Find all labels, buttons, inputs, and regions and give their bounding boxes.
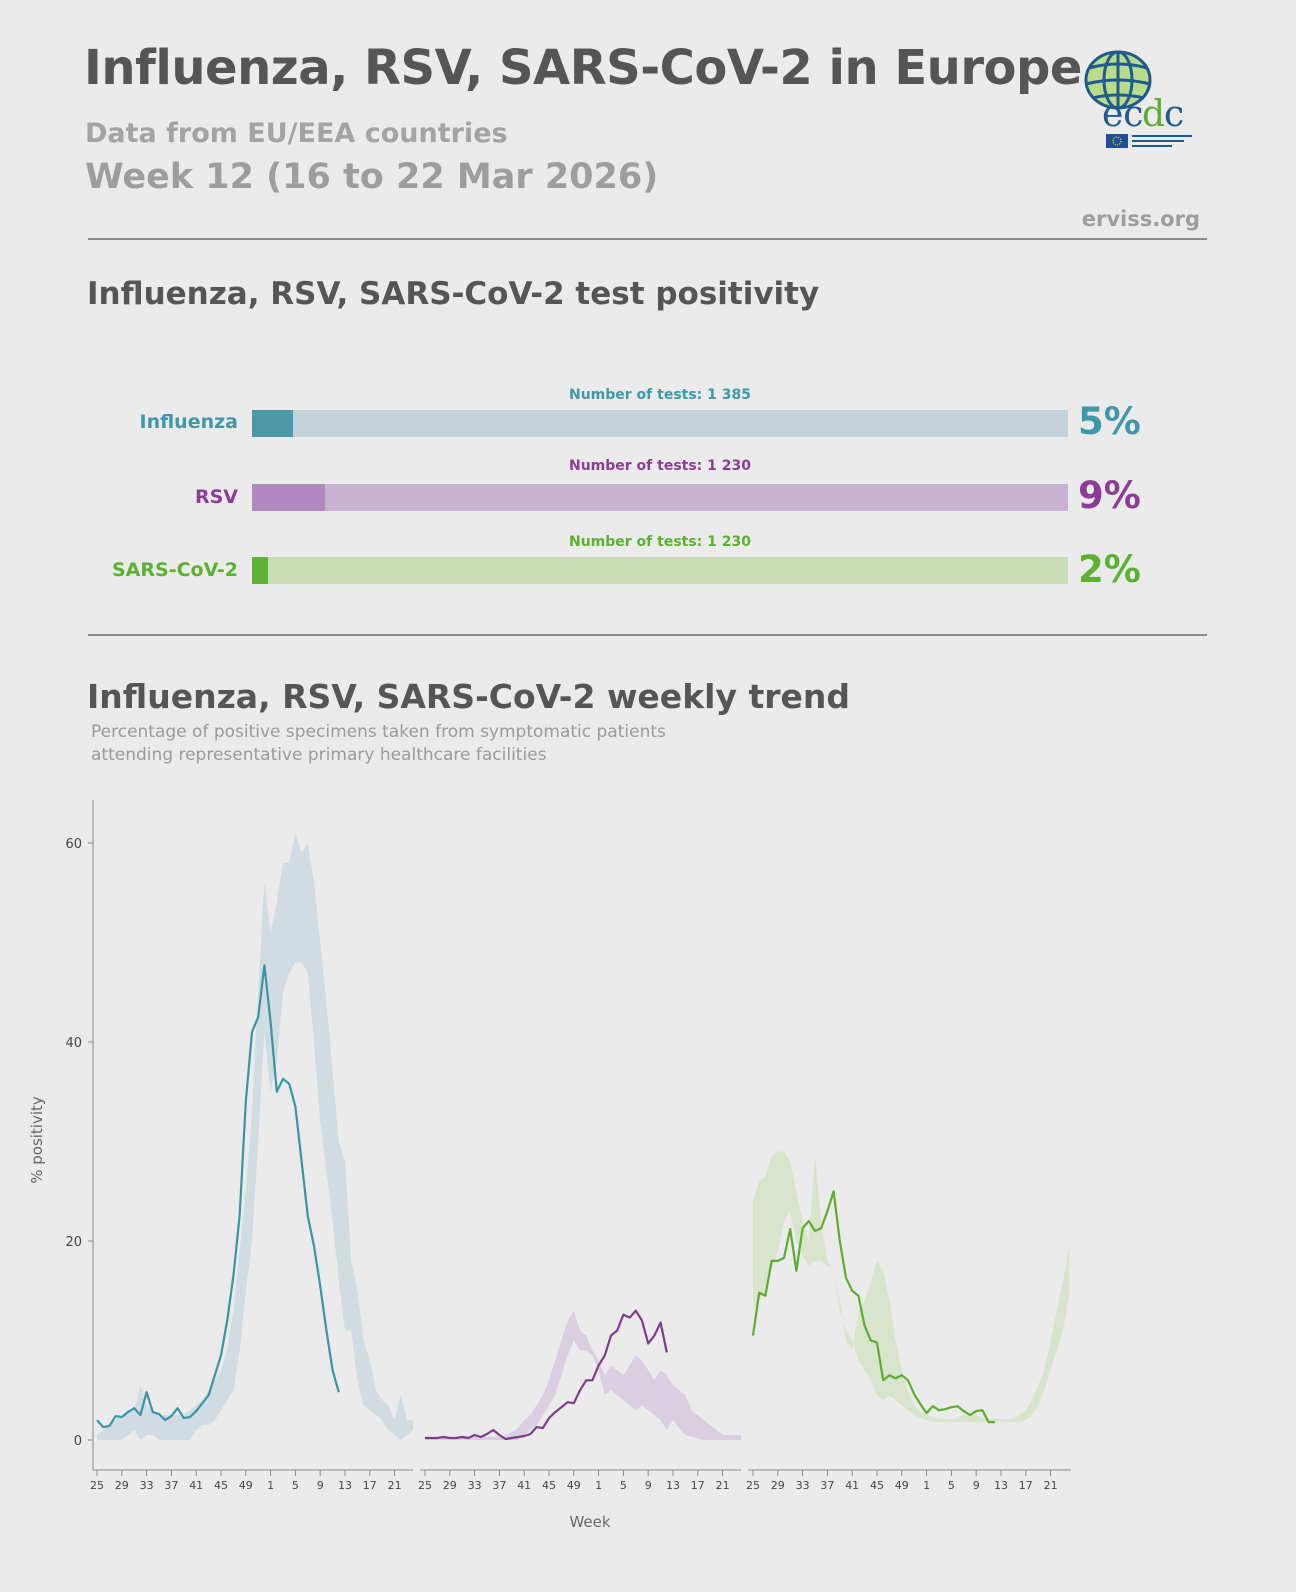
rsv-positivity-bar <box>252 484 1068 511</box>
rsv-trend-line <box>425 1309 668 1441</box>
x-tick-label: 25 <box>418 1479 432 1492</box>
svg-text:c: c <box>1164 94 1184 135</box>
x-tick-label: 33 <box>796 1479 810 1492</box>
x-tick-label: 17 <box>363 1479 377 1492</box>
rsv-historical-band <box>425 1310 742 1440</box>
x-tick-label: 21 <box>716 1479 730 1492</box>
x-tick-label: 5 <box>948 1479 955 1492</box>
divider <box>88 238 1207 240</box>
influenza-positivity-bar <box>252 410 1068 437</box>
weekly-trend-chart: 0 20 40 60 25 29 33 37 41 45 49 1 5 9 13 17 21 25 29 33 37 41… <box>28 800 1071 1531</box>
x-tick-label: 9 <box>317 1479 324 1492</box>
divider <box>88 634 1207 636</box>
sars-positivity-bar <box>252 557 1068 584</box>
influenza-trend-line <box>96 964 340 1429</box>
x-tick-label: 1 <box>595 1479 602 1492</box>
x-tick-label: 45 <box>214 1479 228 1492</box>
x-tick-label: 21 <box>1044 1479 1058 1492</box>
reporting-week: Week 12 (16 to 22 Mar 2026) <box>85 157 659 197</box>
x-tick-label: 33 <box>140 1479 154 1492</box>
x-tick-label: 5 <box>292 1479 299 1492</box>
svg-text:ec: ec <box>1102 94 1143 135</box>
x-tick-label: 9 <box>973 1479 980 1492</box>
x-tick-label: 25 <box>90 1479 104 1492</box>
x-tick-label: 5 <box>620 1479 627 1492</box>
x-tick-label: 45 <box>542 1479 556 1492</box>
sars-percent: 2% <box>1078 548 1141 591</box>
x-axis-label: Week <box>569 1513 610 1531</box>
x-tick-label: 33 <box>468 1479 482 1492</box>
influenza-percent: 5% <box>1078 400 1141 443</box>
x-tick-label: 21 <box>388 1479 402 1492</box>
influenza-label: Influenza <box>139 411 239 433</box>
y-tick-label: 40 <box>65 1036 82 1051</box>
trend-description: Percentage of positive specimens taken f… <box>91 721 666 767</box>
trend-section-title: Influenza, RSV, SARS-CoV-2 weekly trend <box>87 677 850 716</box>
rsv-positivity-fill <box>252 484 326 511</box>
ecdc-logo: ec d c <box>1084 50 1192 148</box>
page-subtitle: Data from EU/EEA countries <box>85 118 508 149</box>
sars-cov-2-historical-band <box>753 1151 1070 1423</box>
svg-text:d: d <box>1142 94 1165 135</box>
site-link[interactable]: erviss.org <box>1081 207 1200 231</box>
x-tick-label: 49 <box>567 1479 581 1492</box>
x-tick-label: 13 <box>994 1479 1008 1492</box>
x-tick-label: 29 <box>115 1479 129 1492</box>
influenza-tests-count: Number of tests: 1 385 <box>568 387 751 403</box>
trend-description-line: attending representative primary healthc… <box>91 745 547 765</box>
influenza-positivity-fill <box>252 410 293 437</box>
x-tick-label: 37 <box>492 1479 506 1492</box>
x-tick-label: 41 <box>845 1479 859 1492</box>
x-tick-label: 1 <box>923 1479 930 1492</box>
y-tick-label: 20 <box>65 1235 82 1250</box>
y-axis-label: % positivity <box>28 1096 46 1184</box>
sars-tests-count: Number of tests: 1 230 <box>568 534 751 550</box>
x-tick-label: 37 <box>820 1479 834 1492</box>
influenza-historical-band <box>97 833 414 1440</box>
x-tick-label: 45 <box>870 1479 884 1492</box>
sars-label: SARS-CoV-2 <box>111 559 238 581</box>
sars-cov-2-trend-line <box>751 1190 995 1424</box>
page-title: Influenza, RSV, SARS-CoV-2 in Europe <box>84 40 1082 96</box>
x-tick-label: 17 <box>691 1479 705 1492</box>
x-tick-label: 13 <box>666 1479 680 1492</box>
rsv-tests-count: Number of tests: 1 230 <box>568 458 751 474</box>
x-tick-label: 13 <box>338 1479 352 1492</box>
x-tick-label: 25 <box>746 1479 760 1492</box>
x-tick-label: 49 <box>895 1479 909 1492</box>
x-tick-label: 41 <box>189 1479 203 1492</box>
y-tick-label: 0 <box>74 1434 82 1449</box>
x-tick-label: 41 <box>517 1479 531 1492</box>
trend-description-line: Percentage of positive specimens taken f… <box>91 722 666 742</box>
x-tick-label: 49 <box>239 1479 253 1492</box>
y-tick-label: 60 <box>65 837 82 852</box>
x-tick-label: 29 <box>443 1479 457 1492</box>
x-tick-label: 9 <box>645 1479 652 1492</box>
x-tick-label: 17 <box>1019 1479 1033 1492</box>
rsv-percent: 9% <box>1078 474 1141 517</box>
positivity-section-title: Influenza, RSV, SARS-CoV-2 test positivi… <box>87 276 820 312</box>
x-tick-label: 37 <box>164 1479 178 1492</box>
x-tick-label: 1 <box>267 1479 274 1492</box>
x-tick-label: 29 <box>771 1479 785 1492</box>
rsv-label: RSV <box>194 486 238 508</box>
sars-positivity-fill <box>252 557 269 584</box>
